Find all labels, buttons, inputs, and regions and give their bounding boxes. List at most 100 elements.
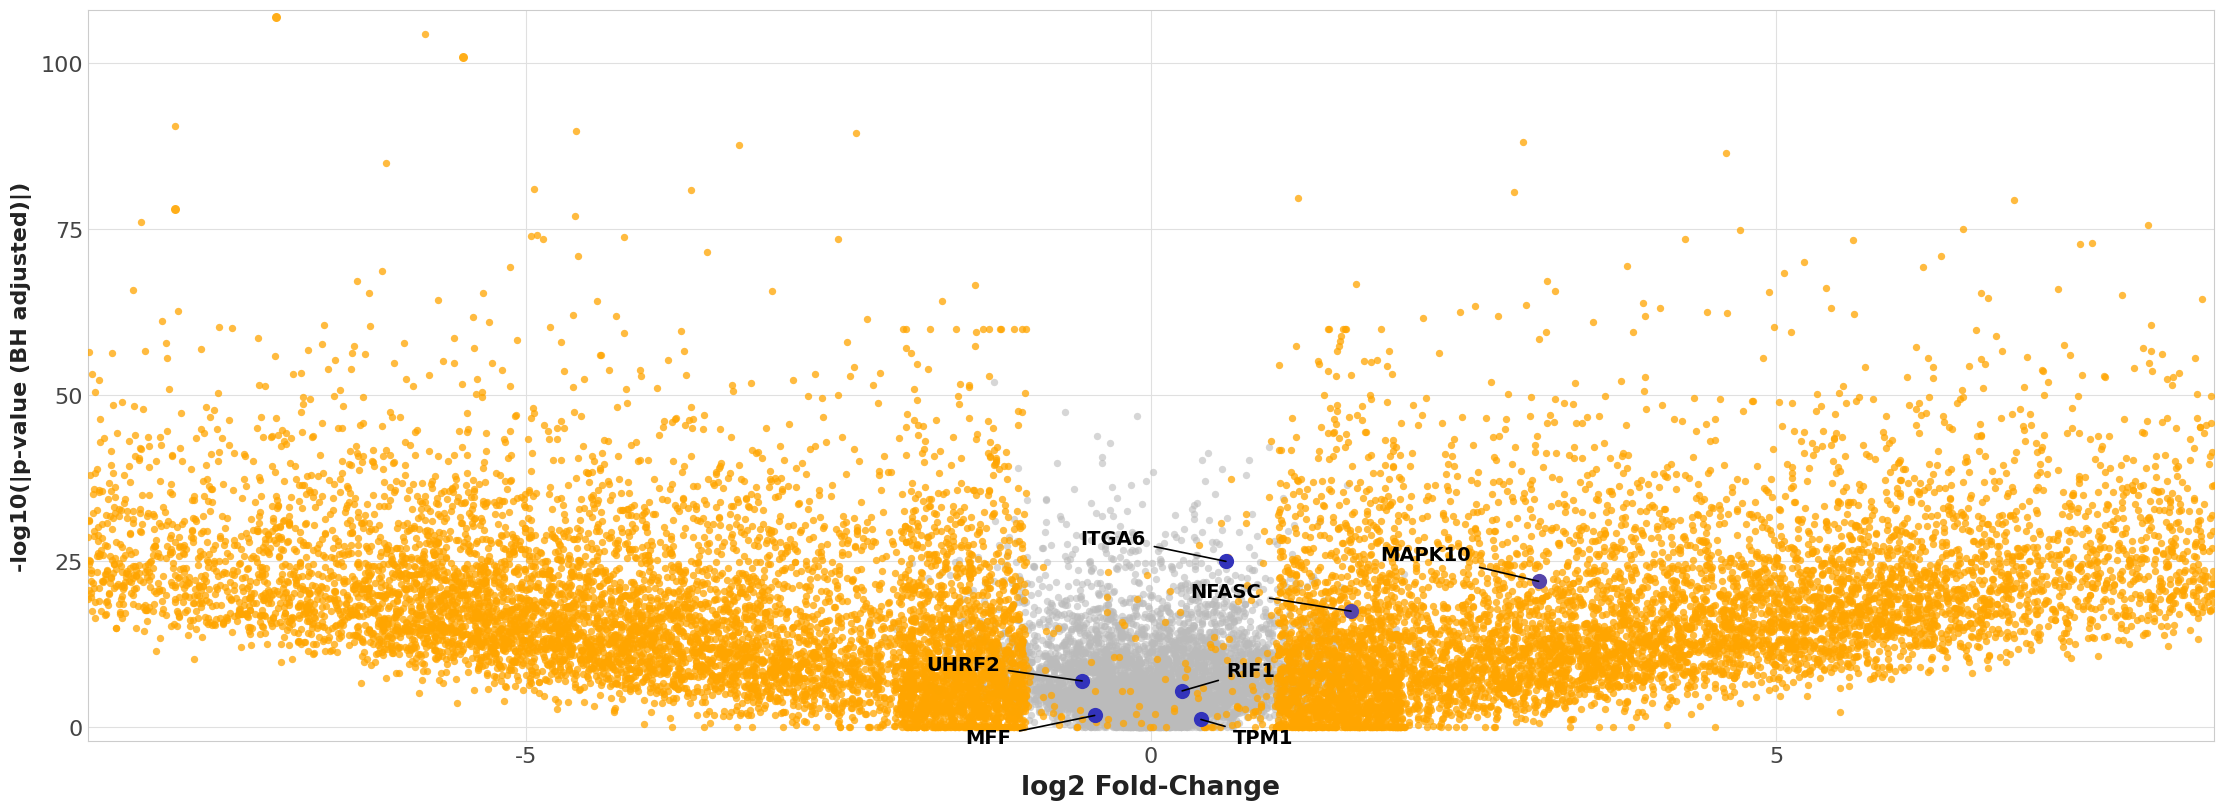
Point xyxy=(930,714,966,727)
Point xyxy=(995,684,1030,697)
Point xyxy=(966,659,1001,672)
Point xyxy=(176,597,211,610)
Point xyxy=(1871,534,1907,547)
Point xyxy=(683,658,719,671)
Point xyxy=(1086,675,1121,688)
Point xyxy=(1771,617,1807,630)
Point xyxy=(1079,633,1115,646)
Point xyxy=(1602,595,1638,608)
Point xyxy=(1796,518,1831,531)
Point xyxy=(1700,635,1736,648)
Point xyxy=(1190,685,1226,698)
Point xyxy=(1598,671,1633,684)
Point xyxy=(1711,652,1747,665)
Point xyxy=(990,717,1026,730)
Point xyxy=(952,641,988,654)
Point xyxy=(1266,677,1302,690)
Point xyxy=(1197,624,1233,637)
Point xyxy=(1331,668,1366,681)
Point xyxy=(950,642,986,654)
Point xyxy=(590,475,625,488)
Point xyxy=(1150,705,1186,718)
Point xyxy=(1275,695,1311,708)
Point xyxy=(759,659,794,672)
Point xyxy=(1417,659,1453,672)
Point xyxy=(576,606,612,619)
Point xyxy=(1613,651,1649,664)
Point xyxy=(719,576,754,589)
Point xyxy=(1095,688,1130,701)
Point xyxy=(1257,684,1293,697)
Point xyxy=(340,505,376,518)
Point xyxy=(1942,593,1978,606)
Point xyxy=(663,673,699,686)
Point xyxy=(1279,696,1315,709)
Point xyxy=(852,721,888,734)
Point xyxy=(1137,706,1173,719)
Point xyxy=(879,589,914,602)
Point xyxy=(1595,721,1631,734)
Point xyxy=(1202,694,1237,707)
Point xyxy=(1406,622,1442,635)
Point xyxy=(314,621,349,634)
Point xyxy=(1664,650,1700,663)
Point xyxy=(825,595,861,608)
Point xyxy=(1233,696,1268,709)
Point xyxy=(514,447,550,460)
Point xyxy=(1126,703,1161,716)
Point xyxy=(1600,663,1635,676)
Point xyxy=(1121,702,1157,715)
Point xyxy=(1006,593,1041,606)
Point xyxy=(1520,575,1555,588)
Point xyxy=(187,573,222,586)
Point xyxy=(821,527,857,540)
Point xyxy=(267,607,303,620)
Point xyxy=(590,654,625,667)
Point xyxy=(1133,636,1168,649)
Point xyxy=(1059,713,1095,726)
Point xyxy=(1092,667,1128,680)
Point xyxy=(1664,631,1700,644)
Point xyxy=(1290,676,1326,689)
Point xyxy=(421,508,456,521)
Point xyxy=(1707,657,1742,670)
Point xyxy=(1635,547,1671,560)
Point xyxy=(1135,698,1170,711)
Point xyxy=(1030,657,1066,670)
Point xyxy=(507,565,543,578)
Point xyxy=(1110,692,1146,705)
Point xyxy=(1524,674,1560,687)
Point xyxy=(1938,397,1974,410)
Point xyxy=(941,660,977,673)
Point xyxy=(1299,652,1335,665)
Point xyxy=(1954,525,1989,538)
Point xyxy=(955,684,990,697)
Point xyxy=(454,491,490,504)
Point xyxy=(1362,574,1397,587)
Point xyxy=(1918,526,1954,539)
Point xyxy=(1242,714,1277,727)
Point xyxy=(1092,687,1128,700)
Point xyxy=(305,601,340,614)
Point xyxy=(1878,621,1914,634)
Point xyxy=(917,716,952,729)
Point xyxy=(1032,600,1068,613)
Point xyxy=(803,393,839,406)
Point xyxy=(1039,692,1075,705)
Point xyxy=(1382,714,1417,727)
Point xyxy=(340,590,376,603)
Point xyxy=(930,721,966,734)
Point xyxy=(866,506,901,519)
Point xyxy=(1028,661,1064,674)
Point xyxy=(886,683,921,696)
Point xyxy=(1348,703,1384,716)
Point xyxy=(1215,632,1250,645)
Point xyxy=(1139,718,1175,731)
Point xyxy=(1115,632,1150,645)
Point xyxy=(296,543,332,556)
Point xyxy=(1279,618,1315,631)
Point xyxy=(1112,697,1148,710)
Point xyxy=(314,569,349,582)
Point xyxy=(469,616,505,629)
Point xyxy=(1064,698,1099,711)
